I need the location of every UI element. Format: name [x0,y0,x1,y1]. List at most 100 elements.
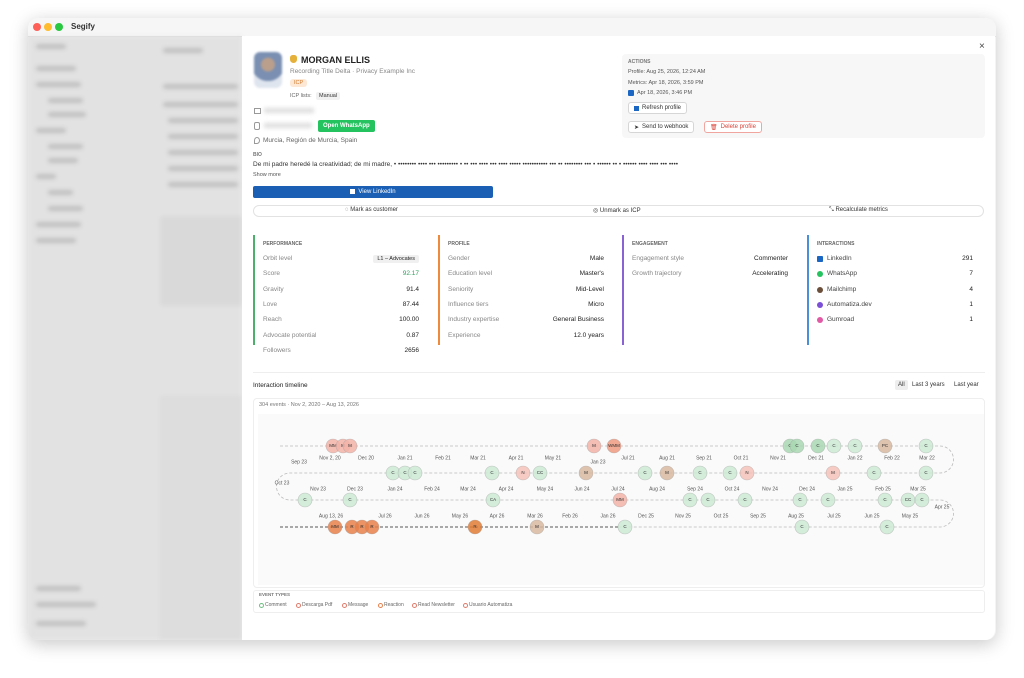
filter-button[interactable]: Last 3 years [912,382,945,388]
metric-label: Seniority [448,285,474,293]
refresh-button[interactable]: Refresh profile [628,102,688,114]
toolbar-label: Unmark as ICP [599,208,641,214]
metric-label: Advocate potential [263,331,317,339]
filter-button[interactable]: Last year [954,382,979,388]
avatar [254,52,282,88]
timeline-title: Interaction timeline [253,382,308,389]
metric-label: Love [263,300,278,308]
metric-label: Automatiza.dev [827,300,872,308]
legend-swatch [412,603,417,608]
metric-label: Reach [263,316,282,324]
legend-swatch [342,603,347,608]
legend-swatch [463,603,468,608]
close-button[interactable]: × [979,41,985,52]
metric-value: 7 [969,270,973,278]
linkedin-button[interactable]: View LinkedIn [253,186,493,198]
legend-swatch [259,603,264,608]
actions-label: ACTIONS [628,59,651,65]
metric-label: Growth trajectory [632,270,682,278]
source-icon [817,271,823,278]
legend-label: Read Newsletter [418,602,455,608]
whatsapp-button[interactable]: Open WhatsApp [318,120,375,132]
metric-label: Influence tiers [448,300,489,308]
metric-label: WhatsApp [827,270,857,278]
metric-value: 12.0 years [573,331,604,339]
source-icon [817,286,823,293]
metric-label: Gravity [263,285,284,293]
legend-label: Message [348,602,369,608]
toolbar [253,205,984,217]
button-label: Refresh profile [642,105,682,111]
metric-value: 0.87 [406,331,419,339]
phone-icon [254,122,260,130]
webhook-button[interactable]: ➤ Send to webhook [628,121,695,133]
email-icon [254,108,261,114]
legend-label: Comment [265,602,287,608]
metric-value: Male [589,255,604,262]
section-title: PERFORMANCE [263,241,303,247]
legend-label: Usuario Automatiza [469,602,513,608]
filter-button[interactable]: All [895,380,908,390]
section-title: PROFILE [448,241,470,247]
phone-hidden [264,123,312,128]
toolbar-label: Recalculate metrics [835,207,888,213]
close-light[interactable] [33,23,41,31]
window-title: Segify [71,22,96,31]
minimize-light[interactable] [44,23,52,31]
linkedin-button-label: View LinkedIn [358,189,396,195]
zoom-light[interactable] [55,23,63,31]
metric-section [622,235,796,345]
profile-updated: Profile: Aug 25, 2026, 12:24 AM [628,69,706,75]
metric-label: Gumroad [827,316,855,324]
metric-value: Master's [579,270,604,278]
location: Murcia, Región de Murcia, Spain [263,137,358,144]
metric-label: Education level [448,270,493,278]
timeline-canvas [258,414,984,585]
profile-subtitle: Recording Title Delta · Privacy Example … [290,68,415,75]
timeline-box [253,398,985,588]
metric-label: Experience [448,331,481,339]
dim-overlay [28,36,242,640]
metric-value: 4 [969,285,973,293]
metric-section [438,235,612,345]
legend-swatch [378,603,383,608]
show-more[interactable]: Show more [253,172,281,178]
metric-label: Gender [448,255,470,262]
button-label: Send to webhook [642,124,689,130]
metric-value: 1 [969,316,973,324]
metric-label: Followers [263,346,291,354]
metric-label: LinkedIn [827,255,852,262]
legend-label: Reaction [384,602,404,608]
metric-value: Mid-Level [575,285,604,293]
bio-label: BIO [253,152,262,158]
legend-box [253,590,985,613]
metric-value: General Business [552,316,604,324]
legend-swatch [296,603,301,608]
linkedin-icon [628,90,634,96]
divider [253,372,985,373]
metric-value: 100.00 [399,316,419,324]
toolbar-button[interactable]: ◌ Mark as customer [345,207,398,213]
metric-value: Commenter [754,255,788,262]
source-icon [817,256,823,262]
source-icon [817,317,823,324]
metric-value: 92.17 [402,270,419,278]
metric-label: Score [263,270,280,278]
toolbar-button[interactable]: ⤡ Recalculate metrics [829,207,888,213]
delete-button[interactable]: 🗑 Delete profile [704,121,762,133]
metric-section [253,235,427,345]
bio-text: De mi padre heredé la creatividad; de mi… [253,161,678,168]
metric-label: Industry expertise [448,316,500,324]
icp-list-chip: Manual [316,92,341,100]
metric-section [807,235,981,345]
metric-value: 91.4 [406,285,419,293]
linkedin-updated: Apr 18, 2026, 3:46 PM [637,90,693,96]
icp-lists-label: ICP lists: [290,93,312,99]
metric-label: Orbit level [263,255,293,262]
metric-label: Engagement style [632,255,685,262]
legend-title: EVENT TYPES [259,592,291,597]
button-label: Delete profile [720,124,756,130]
email-hidden [264,108,314,113]
toolbar-button[interactable]: ◎ Unmark as ICP [593,208,641,214]
money-icon [290,55,297,63]
